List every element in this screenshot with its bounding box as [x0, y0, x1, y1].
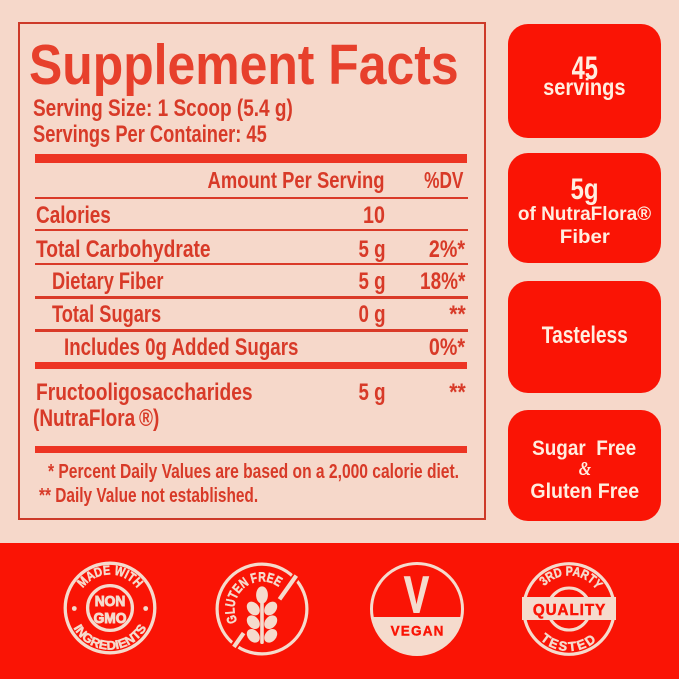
svg-text:TESTED: TESTED — [538, 630, 600, 654]
svg-text:VEGAN: VEGAN — [391, 624, 445, 639]
svg-text:V: V — [404, 565, 429, 624]
svg-text:INGREDIENTS: INGREDIENTS — [71, 621, 149, 652]
svg-text:QUALITY: QUALITY — [532, 601, 605, 618]
svg-text:GMO: GMO — [94, 609, 127, 625]
svg-text:NON: NON — [95, 592, 126, 608]
